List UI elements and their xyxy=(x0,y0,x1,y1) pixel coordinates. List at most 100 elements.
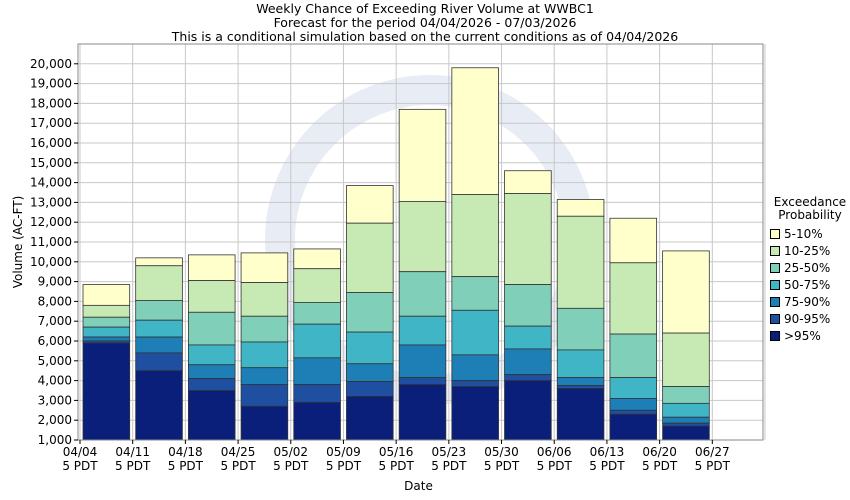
bar-segment-1025 xyxy=(609,262,658,335)
y-tick-label: 7,000 xyxy=(38,314,72,328)
bar-segment-2550 xyxy=(451,276,499,311)
y-tick-label: 5,000 xyxy=(38,354,72,368)
bar-segment-1025 xyxy=(135,265,183,301)
bar-segment-7590 xyxy=(346,363,394,382)
bar-segment-510 xyxy=(135,257,183,267)
legend-item: 5-10% xyxy=(770,225,850,242)
bar-segment-1025 xyxy=(346,222,394,293)
chart-subtitle-period: Forecast for the period 04/04/2026 - 07/… xyxy=(273,15,577,30)
bar-segment-2550 xyxy=(609,333,658,379)
x-tick-label-date: 05/09 xyxy=(326,445,361,459)
y-tick-label: 3,000 xyxy=(38,393,72,407)
y-tick-label: 6,000 xyxy=(38,334,72,348)
bar-segment-9095 xyxy=(346,381,394,397)
bar-segment-9095 xyxy=(135,352,183,372)
bar-segment-7590 xyxy=(556,377,605,386)
bar-segment-5075 xyxy=(346,331,394,365)
y-axis-label: Volume (AC-FT) xyxy=(11,196,25,289)
bar-segment-95 xyxy=(346,396,394,441)
x-tick-label-time: 5 PDT xyxy=(695,459,731,473)
legend-label: >95% xyxy=(784,328,821,343)
bar-segment-1025 xyxy=(240,282,289,317)
bar-segment-9095 xyxy=(240,384,289,407)
x-tick-label-time: 5 PDT xyxy=(589,459,625,473)
legend-swatch xyxy=(770,279,780,290)
bar-segment-510 xyxy=(82,284,131,306)
legend-label: 10-25% xyxy=(784,243,831,258)
bar-segment-95 xyxy=(293,401,341,441)
legend-label: 75-90% xyxy=(784,294,831,309)
bar-segment-95 xyxy=(504,380,552,441)
x-tick-label-date: 06/20 xyxy=(642,445,677,459)
bar-segment-9095 xyxy=(609,409,658,415)
x-tick-label-date: 04/18 xyxy=(168,445,203,459)
x-tick-label-time: 5 PDT xyxy=(431,459,467,473)
bar-segment-2550 xyxy=(135,300,183,321)
bar-segment-5075 xyxy=(609,377,658,399)
bar-segment-95 xyxy=(451,386,499,441)
bar-segment-510 xyxy=(451,67,499,195)
bar-segment-95 xyxy=(609,413,658,441)
legend-label: 50-75% xyxy=(784,277,831,292)
bar-segment-2550 xyxy=(398,271,447,317)
bar-segment-1025 xyxy=(187,280,236,313)
x-tick-label-time: 5 PDT xyxy=(220,459,256,473)
x-tick-label-time: 5 PDT xyxy=(115,459,151,473)
bar-segment-510 xyxy=(346,185,394,224)
bar-segment-2550 xyxy=(556,307,605,351)
y-tick-label: 8,000 xyxy=(38,294,72,308)
bar-segment-7590 xyxy=(398,344,447,379)
bar-segment-7590 xyxy=(451,354,499,381)
legend-item: 10-25% xyxy=(770,242,850,259)
x-tick-label-date: 04/04 xyxy=(63,445,98,459)
bar-segment-1025 xyxy=(662,332,710,387)
x-tick-label-time: 5 PDT xyxy=(273,459,309,473)
legend-swatch xyxy=(770,330,780,341)
x-tick-label-date: 05/30 xyxy=(484,445,519,459)
bar-segment-510 xyxy=(240,252,289,283)
bar-segment-5075 xyxy=(662,402,710,418)
legend-label: 90-95% xyxy=(784,311,831,326)
bar-segment-95 xyxy=(662,425,710,441)
legend-item: 75-90% xyxy=(770,293,850,310)
bar-segment-2550 xyxy=(187,311,236,346)
x-tick-label-time: 5 PDT xyxy=(484,459,520,473)
bar-segment-9095 xyxy=(398,377,447,385)
bar-segment-2550 xyxy=(504,284,552,327)
bar-segment-5075 xyxy=(451,309,499,356)
x-tick-label-time: 5 PDT xyxy=(537,459,573,473)
bar-segment-510 xyxy=(662,250,710,334)
legend-label: 5-10% xyxy=(784,226,823,241)
legend-swatch xyxy=(770,245,780,256)
legend-swatch xyxy=(770,313,780,324)
x-tick-label-time: 5 PDT xyxy=(642,459,678,473)
x-tick-label-time: 5 PDT xyxy=(62,459,98,473)
x-tick-label-date: 06/13 xyxy=(590,445,625,459)
bar-segment-2550 xyxy=(346,292,394,333)
x-tick-label-date: 05/23 xyxy=(432,445,467,459)
legend-item: 90-95% xyxy=(770,310,850,327)
bar-segment-2550 xyxy=(662,386,710,404)
bar-segment-7590 xyxy=(293,357,341,385)
bar-segment-95 xyxy=(398,384,447,441)
bar-segment-5075 xyxy=(240,341,289,369)
chart-title: Weekly Chance of Exceeding River Volume … xyxy=(256,1,594,16)
legend-item: 25-50% xyxy=(770,259,850,276)
y-tick-label: 9,000 xyxy=(38,275,72,289)
bar-segment-9095 xyxy=(662,422,710,427)
bar-segment-7590 xyxy=(240,367,289,385)
bar-segment-1025 xyxy=(398,201,447,273)
y-tick-label: 11,000 xyxy=(30,235,72,249)
bar-segment-5075 xyxy=(556,349,605,379)
bar-segment-9095 xyxy=(293,384,341,403)
x-tick-label-date: 05/16 xyxy=(379,445,414,459)
y-tick-label: 1,000 xyxy=(38,433,72,447)
bar-segment-1025 xyxy=(82,304,131,318)
x-tick-label-date: 06/06 xyxy=(537,445,572,459)
y-tick-label: 20,000 xyxy=(30,57,72,71)
y-tick-label: 14,000 xyxy=(30,176,72,190)
legend-item: >95% xyxy=(770,327,850,344)
bar-segment-5075 xyxy=(293,323,341,359)
y-tick-label: 17,000 xyxy=(30,116,72,130)
bar-segment-1025 xyxy=(451,194,499,278)
